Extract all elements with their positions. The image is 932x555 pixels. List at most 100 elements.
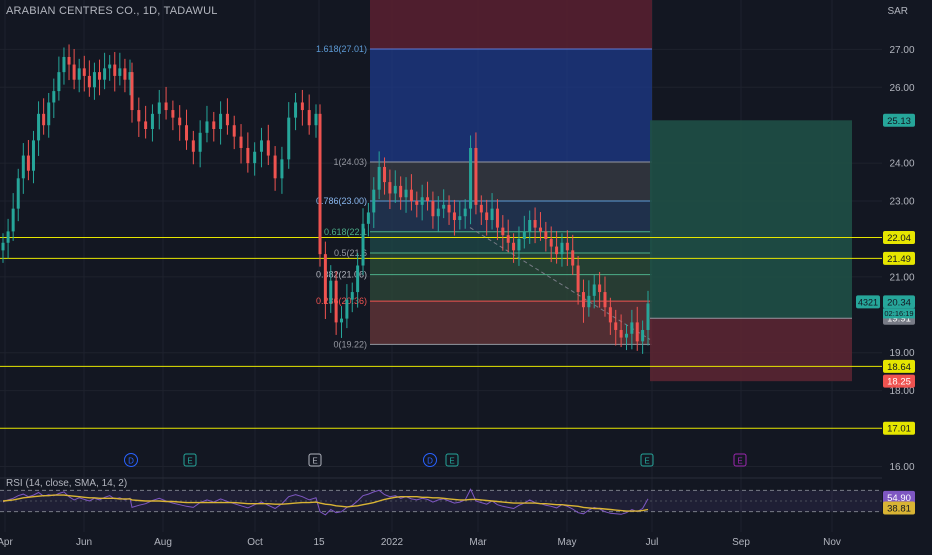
price-badge-label: 22.04: [887, 233, 911, 244]
candle-body: [393, 185, 397, 194]
candle-body: [544, 231, 548, 239]
candle-body: [555, 246, 559, 255]
y-tick-label: 16.00: [889, 462, 914, 473]
candle-body: [399, 185, 403, 198]
candle-body: [137, 110, 141, 122]
candle-body: [495, 208, 499, 228]
candle-body: [512, 242, 516, 251]
x-tick-label: May: [558, 537, 577, 548]
candle-body: [212, 121, 216, 130]
price-badge: [883, 251, 915, 265]
currency-label: SAR: [887, 6, 908, 17]
candle-body: [619, 329, 623, 338]
candle-body: [318, 113, 322, 255]
price-badge: [883, 113, 915, 127]
candle-body: [157, 102, 161, 114]
candle-body: [522, 231, 526, 239]
candle-body: [345, 299, 349, 319]
candle-body: [646, 303, 650, 330]
candle-body: [420, 197, 424, 205]
candle-body: [130, 72, 134, 111]
candle-body: [300, 102, 304, 111]
candle-body: [178, 117, 182, 126]
candle-body: [67, 56, 71, 65]
candle-body: [287, 117, 291, 160]
candle-body: [377, 166, 381, 190]
symbol-title: ARABIAN CENTRES CO., 1D, TADAWUL: [6, 5, 218, 17]
candle-body: [608, 307, 612, 323]
candle-body: [506, 235, 510, 243]
x-tick-label: Oct: [247, 537, 263, 548]
candle-body: [273, 155, 277, 179]
candle-body: [485, 212, 489, 221]
x-tick-label: Sep: [732, 537, 750, 548]
rsi-badge: [883, 501, 915, 515]
volume-badge: [856, 295, 880, 309]
candle-body: [37, 113, 41, 141]
candle-body: [323, 254, 327, 304]
y-tick-label: 19.00: [889, 348, 914, 359]
earnings-marker: [640, 453, 654, 467]
candle-body: [576, 265, 580, 293]
y-tick-label: 18.00: [889, 386, 914, 397]
candle-body: [144, 121, 148, 130]
y-tick-label: 21.00: [889, 272, 914, 283]
price-badge: [883, 374, 915, 388]
candle-body: [340, 318, 344, 323]
candle-body: [624, 333, 628, 338]
rsi-title: RSI (14, close, SMA, 14, 2): [6, 478, 127, 489]
rsi-badge-label: 38.81: [887, 503, 911, 514]
fib-level-label: 0.618(22.1: [324, 227, 367, 237]
y-tick-label: 23.00: [889, 197, 914, 208]
candle-body: [334, 280, 338, 323]
price-badge: [883, 421, 915, 435]
candle-body: [47, 102, 51, 126]
candle-body: [409, 189, 413, 202]
candle-body: [92, 72, 96, 88]
candle-body: [598, 284, 602, 293]
candle-body: [447, 204, 451, 213]
candle-body: [103, 68, 107, 80]
x-tick-label: 15: [313, 537, 325, 548]
candle-body: [6, 231, 10, 243]
event-marker-label: E: [644, 457, 649, 466]
fib-zone: [370, 201, 652, 232]
candle-body: [123, 68, 127, 80]
x-tick-label: Nov: [823, 537, 841, 548]
earnings-marker: [445, 453, 459, 467]
candle-body: [452, 212, 456, 221]
candle-body: [219, 113, 223, 130]
earnings-marker: [183, 453, 197, 467]
candle-body: [415, 201, 419, 205]
candle-body: [501, 227, 505, 236]
candle-body: [641, 329, 645, 342]
x-tick-label: Mar: [469, 537, 487, 548]
earnings-marker: [308, 453, 322, 467]
candle-body: [1, 242, 5, 251]
candle-body: [528, 220, 532, 232]
dividend-marker: [124, 453, 138, 467]
candle-body: [366, 212, 370, 224]
candle-body: [350, 292, 354, 300]
candle-body: [517, 238, 521, 251]
price-badge-label: 18.25: [887, 377, 911, 388]
candle-body: [463, 208, 467, 217]
event-marker-label: D: [427, 457, 433, 466]
candle-body: [57, 72, 61, 92]
candle-body: [469, 147, 473, 209]
candle-body: [560, 242, 564, 255]
candle-body: [42, 113, 46, 126]
fib-level-label: 0.382(21.06): [316, 270, 367, 280]
event-marker-label: E: [737, 457, 742, 466]
rsi-series-line-sma: [2, 494, 649, 512]
candle-body: [442, 204, 446, 209]
price-badge-label: 19.91: [887, 314, 911, 325]
candle-body: [191, 140, 195, 152]
candle-body: [581, 292, 585, 308]
candle-body: [77, 68, 81, 80]
x-tick-label: Jul: [646, 537, 659, 548]
price-badge-label: 18.64: [887, 362, 911, 373]
candle-body: [52, 91, 56, 103]
